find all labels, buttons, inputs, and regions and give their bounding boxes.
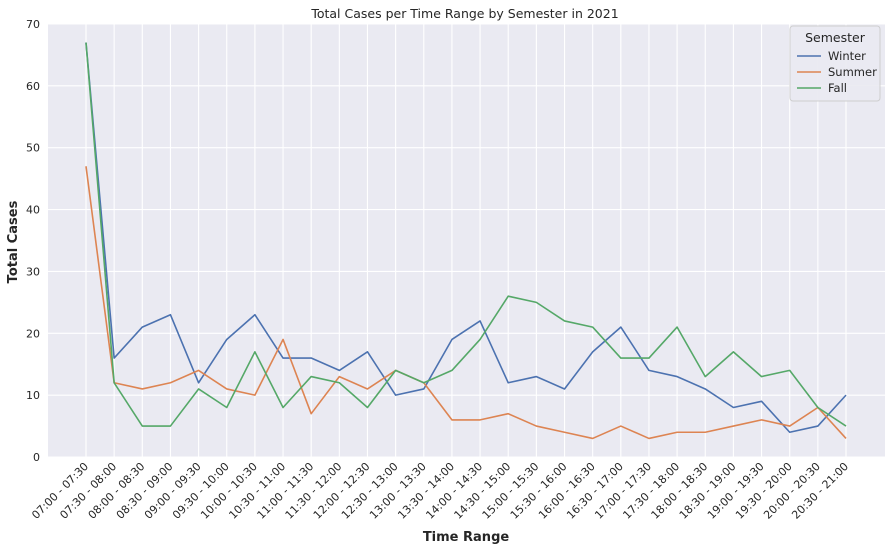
- y-tick-labels: 0 10 20 30 40 50 60 70: [26, 18, 40, 464]
- legend: Semester Winter Summer Fall: [789, 25, 881, 102]
- legend-box: [789, 25, 881, 102]
- y-tick-label: 30: [26, 265, 40, 278]
- legend-label-winter: Winter: [828, 49, 866, 63]
- series-line-winter: [85, 42, 847, 434]
- y-tick-label: 50: [26, 142, 40, 155]
- chart-title: Total Cases per Time Range by Semester i…: [310, 6, 618, 21]
- x-axis-label: Time Range: [423, 530, 510, 545]
- legend-label-summer: Summer: [828, 65, 877, 79]
- y-tick-label: 40: [26, 204, 40, 217]
- y-axis-label: Total Cases: [6, 200, 21, 283]
- series-lines: [85, 42, 847, 440]
- series-line-fall: [85, 42, 847, 427]
- y-tick-label: 60: [26, 80, 40, 93]
- y-tick-label: 70: [26, 18, 40, 31]
- y-tick-label: 10: [26, 389, 40, 402]
- y-tick-label: 20: [26, 327, 40, 340]
- legend-label-fall: Fall: [828, 81, 847, 95]
- series-line-summer: [85, 166, 847, 440]
- plot-area: [48, 24, 885, 457]
- y-tick-label: 0: [33, 451, 40, 464]
- legend-title: Semester: [805, 30, 866, 45]
- grid: [48, 23, 885, 458]
